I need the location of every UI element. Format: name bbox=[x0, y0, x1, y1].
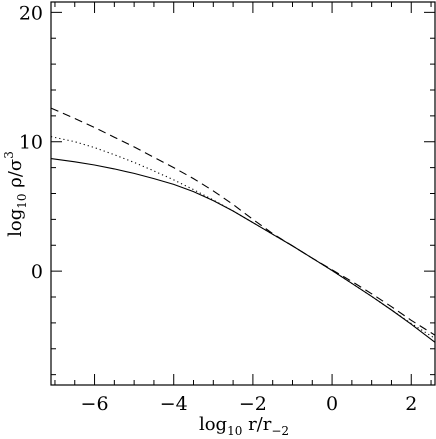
x-tick-label: 2 bbox=[405, 393, 417, 415]
x-tick-label: 0 bbox=[326, 393, 338, 415]
y-tick-label: 10 bbox=[19, 132, 43, 154]
y-axis: 0 10 20 bbox=[19, 2, 435, 376]
x-axis: −6 −4 −2 0 2 bbox=[54, 2, 432, 415]
x-tick-label: −6 bbox=[81, 393, 109, 415]
x-axis-title: log10 r/r−2 bbox=[199, 414, 289, 438]
plot-area-border bbox=[50, 1, 436, 386]
dashed-series-line bbox=[50, 107, 436, 336]
x-tick-label: −2 bbox=[239, 393, 267, 415]
plot-frame bbox=[50, 1, 436, 386]
y-tick-label: 20 bbox=[19, 2, 43, 24]
solid-series-line bbox=[50, 158, 436, 343]
y-axis-title: log10 ρ/σ3 bbox=[2, 151, 29, 237]
x-tick-label: −4 bbox=[160, 393, 188, 415]
series-group bbox=[50, 107, 436, 343]
y-tick-label: 0 bbox=[31, 261, 43, 283]
dotted-series-line bbox=[50, 136, 436, 339]
